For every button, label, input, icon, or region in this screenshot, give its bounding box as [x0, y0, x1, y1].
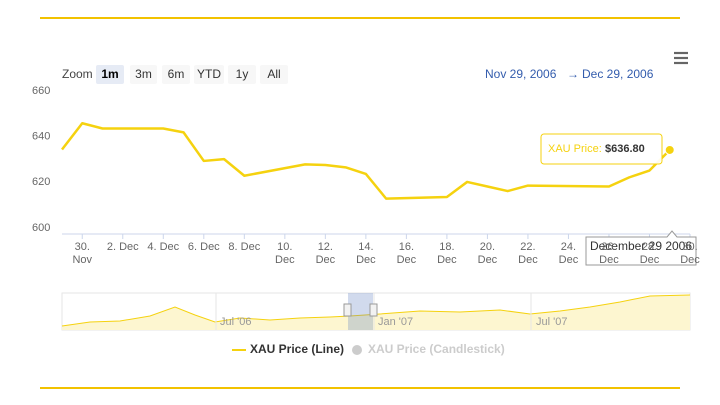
hover-marker: [664, 144, 675, 155]
y-tick-label: 660: [32, 85, 50, 97]
range-to: Dec 29, 2006: [582, 67, 654, 81]
legend-item[interactable]: XAU Price (Line): [250, 342, 344, 356]
zoom-button[interactable]: 1y: [228, 65, 256, 84]
tooltip: XAU Price: $636.80: [540, 133, 663, 165]
x-tick-label: 14. Dec: [356, 241, 376, 266]
tooltip-value: $636.80: [605, 143, 645, 155]
zoom-button[interactable]: 3m: [130, 65, 157, 84]
crosshair-label-box: [585, 230, 697, 266]
tooltip-box: [540, 133, 663, 165]
x-tick-label: 30. Nov: [72, 241, 93, 266]
x-tick-label: 4. Dec: [147, 241, 180, 253]
price-line: [61, 122, 671, 200]
y-tick-label: 640: [32, 131, 50, 143]
crosshair-label: December 29 2006: [590, 239, 692, 253]
zoom-button[interactable]: YTD: [194, 65, 224, 84]
x-tick-label: 28. Dec: [639, 241, 660, 266]
zoom-label: Zoom: [62, 67, 93, 81]
x-tick-label: 20. Dec: [477, 241, 498, 266]
navigator-label: Jul '07: [536, 316, 567, 328]
zoom-button[interactable]: 1m: [96, 65, 124, 84]
x-tick-label: 6. Dec: [187, 241, 220, 253]
x-tick-label: 12. Dec: [315, 241, 336, 266]
range-arrow: →: [567, 67, 579, 81]
zoom-button[interactable]: All: [260, 65, 288, 84]
y-tick-label: 600: [32, 222, 50, 234]
tooltip-label: XAU Price:: [548, 143, 602, 155]
navigator-label: Jan '07: [378, 316, 413, 328]
legend-item[interactable]: XAU Price (Candlestick): [368, 342, 505, 356]
x-tick-label: 10. Dec: [275, 241, 295, 266]
range-from: Nov 29, 2006: [485, 67, 557, 81]
y-tick-label: 620: [32, 176, 50, 188]
x-tick-label: 18. Dec: [437, 241, 457, 266]
x-tick-label: 2. Dec: [106, 241, 139, 253]
navigator: [61, 292, 691, 331]
navigator-label: Jul '06: [220, 316, 251, 328]
zoom-button[interactable]: 6m: [162, 65, 190, 84]
x-tick-label: 8. Dec: [228, 241, 261, 253]
x-tick-label: 24. Dec: [558, 241, 579, 266]
x-tick-label: 26. Dec: [599, 241, 619, 266]
x-tick-label: 22. Dec: [518, 241, 538, 266]
menu-icon[interactable]: [674, 51, 688, 65]
x-tick-label: 30. Dec: [680, 241, 700, 266]
legend: XAU Price (Line) XAU Price (Candlestick): [232, 342, 505, 356]
x-tick-label: 16. Dec: [396, 241, 417, 266]
legend-symbol: [352, 345, 362, 355]
